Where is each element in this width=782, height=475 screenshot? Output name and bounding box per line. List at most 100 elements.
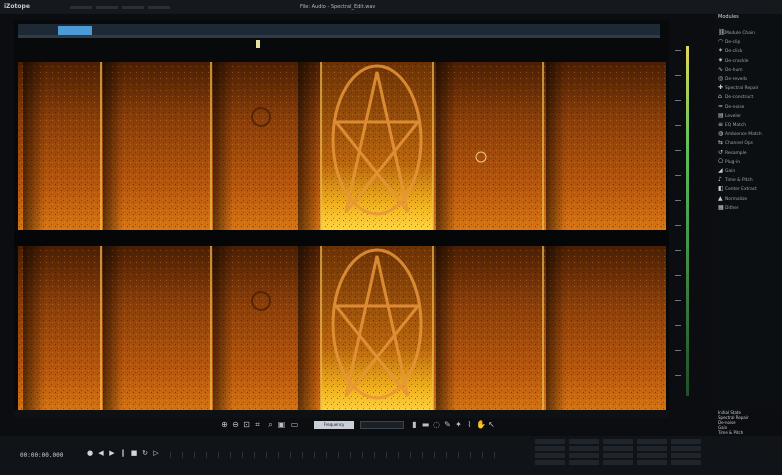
zoom-in-icon[interactable]: ⊕: [221, 420, 228, 429]
history-panel: Initial State Spectral Repair De-noise Gain…: [718, 410, 780, 440]
overview-selection[interactable]: [58, 26, 92, 35]
module-item[interactable]: ▤Leveler: [718, 111, 780, 120]
module-item-label: EQ Match: [725, 123, 747, 128]
module-item[interactable]: ⇆ Channel Ops: [718, 138, 780, 147]
zoom-selection-icon[interactable]: ⌗: [255, 420, 260, 429]
module-item[interactable]: ✚ Spectral Repair: [718, 83, 780, 92]
wave-icon: ◠: [718, 38, 724, 46]
tab-1[interactable]: [70, 6, 92, 9]
hum-icon: ∿: [718, 65, 724, 73]
eq-icon: ≡: [718, 121, 724, 128]
module-item[interactable]: ▦Dither: [718, 203, 780, 212]
lock-icon[interactable]: ▣: [277, 420, 286, 429]
channel-right-spectrogram[interactable]: [18, 246, 666, 414]
pentagram-drawing-right: [331, 248, 423, 400]
bottom-scale: [170, 452, 500, 458]
playhead-marker[interactable]: [256, 40, 260, 48]
ambience-icon: ◍: [718, 130, 724, 138]
plugin-icon: ⎔: [718, 157, 724, 165]
selection-mode-icon[interactable]: ▭: [290, 420, 299, 429]
click-icon: ✶: [718, 47, 724, 55]
module-item[interactable]: ⛓Module Chain: [718, 28, 780, 37]
record-icon[interactable]: ●: [86, 449, 94, 457]
repair-icon: ✚: [718, 84, 724, 92]
time-ruler: [14, 410, 669, 418]
module-item[interactable]: ✷ De-crackle: [718, 56, 780, 65]
overview-bar[interactable]: [18, 24, 660, 38]
history-item[interactable]: Gain: [718, 425, 728, 430]
module-item[interactable]: ✶ De-click: [718, 46, 780, 55]
harmonic-select-icon[interactable]: ⌇: [467, 420, 472, 429]
stop-icon[interactable]: ■: [130, 449, 138, 457]
history-item[interactable]: Spectral Repair: [718, 415, 749, 420]
channel-divider: [14, 230, 669, 246]
zoom-out-icon[interactable]: ⊖: [232, 420, 239, 429]
module-item-label: De-construct: [725, 95, 754, 101]
normalize-icon: ▲: [718, 194, 723, 202]
dither-icon: ▦: [718, 203, 724, 211]
rewind-icon[interactable]: ◀: [98, 449, 104, 457]
edit-toolbar: ⊕ ⊖ ⊡ ⌗ ⌕ ▣ ▭ Frequency ▮ ▬ ◌ ✎ ✦ ⌇ ✋ ↖: [220, 419, 510, 431]
module-item[interactable]: ◍ Ambience Match: [718, 129, 780, 138]
selection-info-panel: [535, 437, 715, 473]
module-item-label: Center Extract: [725, 187, 757, 193]
channel-icon: ⇆: [718, 139, 724, 147]
top-tabs: [70, 5, 230, 9]
cursor-icon[interactable]: ↖: [488, 420, 495, 429]
crackle-icon: ✷: [718, 56, 724, 64]
module-item[interactable]: ⌂ De-construct: [718, 92, 780, 101]
module-item-label: Spectral Repair: [725, 86, 759, 92]
history-item[interactable]: De-noise: [718, 420, 736, 425]
module-item[interactable]: ♪ Time & Pitch: [718, 175, 780, 184]
forward-icon[interactable]: ▷: [153, 449, 159, 457]
module-item-label: Dither: [725, 205, 739, 211]
time-select-icon[interactable]: ▮: [412, 420, 417, 429]
spectrogram-left: [18, 62, 666, 230]
loop-icon[interactable]: ↻: [142, 449, 148, 457]
display-mode-field[interactable]: Frequency: [314, 421, 354, 429]
pentagram-drawing: [331, 64, 423, 216]
module-item[interactable]: ◠ De-clip: [718, 37, 780, 46]
module-item-label: Ambience Match: [725, 132, 762, 138]
noise-icon: ≈: [718, 102, 724, 110]
freq-select-icon[interactable]: ▬: [421, 420, 430, 429]
hand-icon[interactable]: ✋: [476, 420, 486, 429]
module-item-label: De-clip: [725, 40, 741, 46]
window-title: File: Audio - Spectral_Edit.wav: [300, 4, 376, 10]
level-meter: [686, 46, 689, 396]
module-item-label: De-hum: [725, 67, 743, 73]
overview-waveform: [18, 35, 660, 38]
app-logo: iZotope: [4, 3, 30, 10]
module-item-label: Channel Ops: [725, 141, 753, 147]
gain-icon: ◢: [718, 167, 723, 174]
module-item[interactable]: ◧Center Extract: [718, 184, 780, 193]
module-item-label: Gain: [725, 169, 736, 174]
zoom-fit-icon[interactable]: ⊡: [243, 420, 250, 429]
selection-range-field[interactable]: [360, 421, 404, 429]
module-item[interactable]: ≡ EQ Match: [718, 120, 780, 129]
tab-4[interactable]: [148, 6, 170, 9]
tab-2[interactable]: [96, 6, 118, 9]
play-icon[interactable]: ▶: [109, 449, 115, 457]
tab-3[interactable]: [122, 6, 144, 9]
module-item[interactable]: ⎔ Plug-in: [718, 157, 780, 166]
wand-icon[interactable]: ✦: [455, 420, 462, 429]
magnify-icon[interactable]: ⌕: [268, 420, 273, 429]
spectrogram-right: [18, 246, 666, 414]
module-item-label: Resample: [725, 150, 747, 156]
module-item-label: De-reverb: [725, 77, 747, 82]
module-item[interactable]: ◎ De-reverb: [718, 74, 780, 83]
channel-left-spectrogram[interactable]: [18, 62, 666, 230]
history-item[interactable]: Initial State: [718, 410, 741, 415]
module-item[interactable]: ≈ De-noise: [718, 102, 780, 111]
lasso-icon[interactable]: ◌: [433, 420, 440, 429]
module-item[interactable]: ↺ Resample: [718, 148, 780, 157]
module-item-label: Leveler: [725, 113, 742, 119]
pause-icon[interactable]: ‖: [121, 449, 125, 457]
module-item[interactable]: ∿ De-hum: [718, 65, 780, 74]
brush-icon[interactable]: ✎: [444, 420, 451, 429]
history-item[interactable]: Time & Pitch: [718, 430, 744, 435]
module-item-label: Plug-in: [725, 159, 741, 165]
module-item[interactable]: ▲ Normalize: [718, 194, 780, 203]
module-item[interactable]: ◢ Gain: [718, 166, 780, 175]
